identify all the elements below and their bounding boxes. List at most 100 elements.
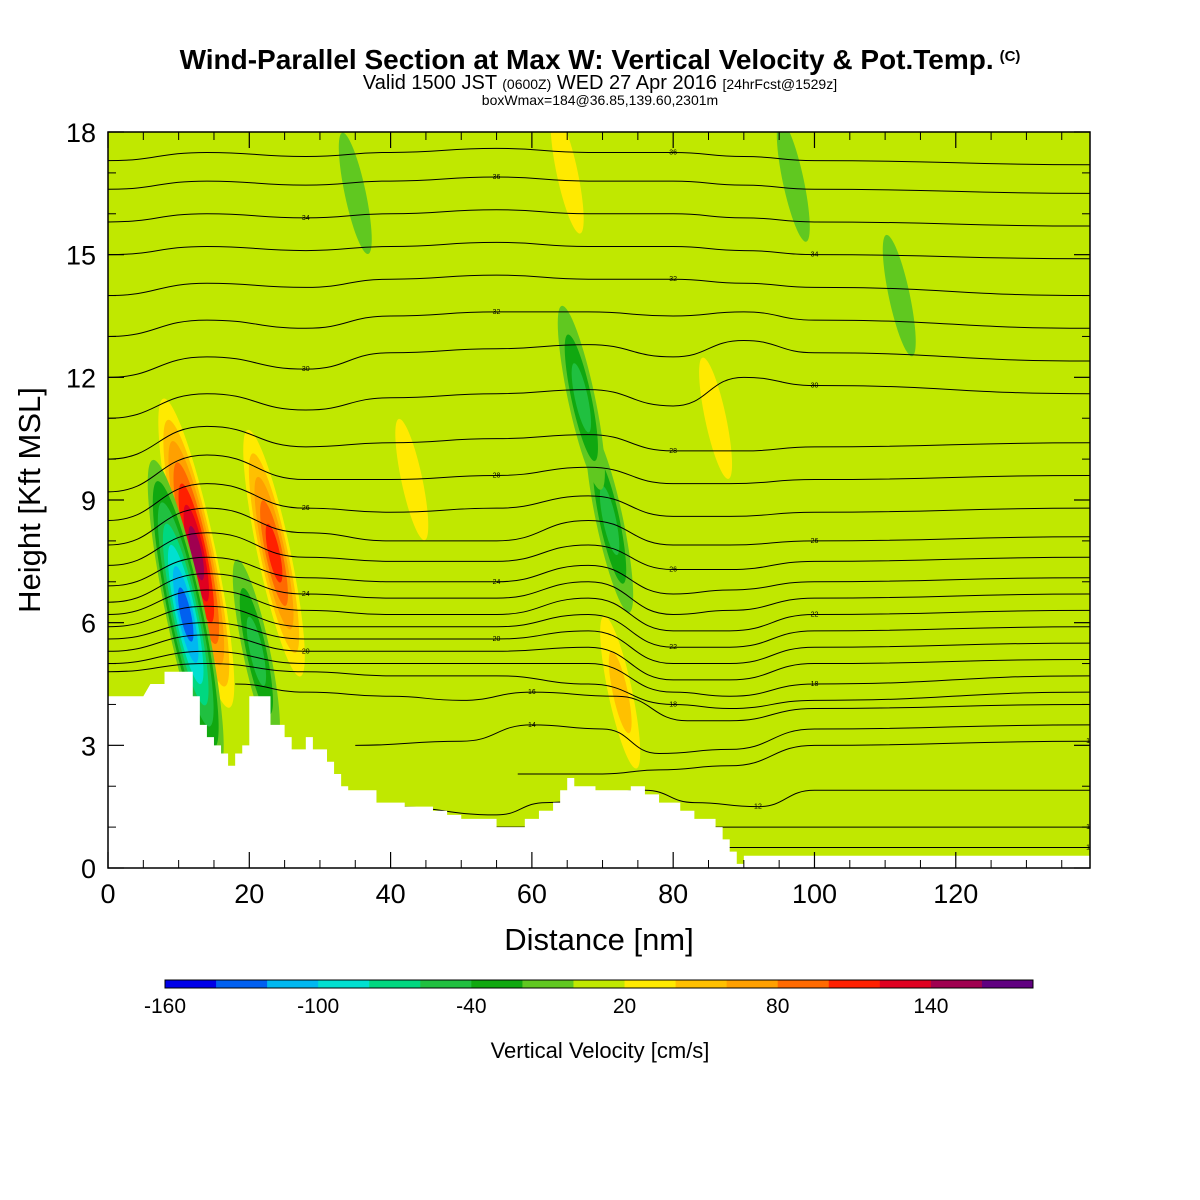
x-tick-label: 0: [100, 879, 115, 909]
chart-title: Wind-Parallel Section at Max W: Vertical…: [0, 44, 1200, 76]
x-tick-label: 80: [658, 879, 688, 909]
velocity-feature: [776, 132, 810, 242]
x-tick-label: 20: [234, 879, 264, 909]
box-info: boxWmax=184@36.85,139.60,2301m: [481, 92, 719, 108]
theta-contour: [108, 573, 1090, 615]
colorbar-tick-label: -40: [456, 995, 486, 1018]
colorbar-swatch: [777, 980, 830, 988]
theta-contour: [108, 147, 1090, 166]
colorbar-swatch: [726, 980, 779, 988]
colorbar-frame: [164, 979, 1034, 989]
valid-prefix: Valid 1500 JST: [362, 72, 497, 94]
theta-contour: [108, 340, 1090, 378]
theta-contour: [108, 241, 1090, 260]
contour-label: 26: [669, 567, 677, 574]
theta-contours: 1012121414161818202022222424262626282830…: [108, 147, 1094, 852]
colorbar-swatch: [522, 980, 574, 988]
colorbar-tick-label: 140: [913, 995, 948, 1018]
colorbar-swatch: [624, 980, 677, 988]
velocity-band: [599, 485, 620, 556]
velocity-band: [608, 651, 632, 734]
colorbar-swatch: [828, 980, 881, 988]
colorbar-tick-label: 80: [766, 995, 789, 1018]
velocity-feature: [550, 132, 584, 234]
colorbar-swatch: [216, 980, 268, 988]
colorbar: -160 -100 -40 20 80 140: [144, 979, 1034, 1018]
y-tick-label: 3: [81, 731, 96, 761]
theta-contour: [108, 425, 1090, 460]
contour-label: 14: [1086, 738, 1094, 745]
contour-label: 22: [811, 611, 819, 618]
theta-contour: [108, 663, 1090, 710]
contour-label: 34: [302, 215, 310, 222]
contour-label: 18: [669, 701, 677, 708]
theta-contour: [108, 454, 1090, 493]
contour-label: 24: [302, 591, 310, 598]
contour-label: 20: [493, 636, 501, 643]
theta-contour: [108, 483, 1090, 521]
velocity-feature: [600, 615, 641, 769]
x-tick-label: 100: [792, 879, 837, 909]
colorbar-swatch: [930, 980, 983, 988]
velocity-feature: [882, 234, 916, 357]
velocity-band: [177, 587, 194, 642]
theta-contour: [108, 274, 1090, 297]
theta-contour: [108, 176, 1090, 194]
colorbar-swatch: [267, 980, 319, 988]
velocity-feature: [699, 357, 733, 479]
theta-contour: [108, 605, 1090, 648]
y-tick-label: 12: [66, 363, 96, 393]
contour-label: 16: [528, 689, 536, 696]
x-tick-label: 40: [376, 879, 406, 909]
velocity-feature: [147, 459, 224, 770]
theta-contour: [108, 532, 1090, 571]
valid-utc: (0600Z): [502, 76, 552, 92]
contour-label: 36: [493, 174, 501, 181]
colorbar-swatch: [165, 980, 217, 988]
x-tick-label: 60: [517, 879, 547, 909]
y-tick-label: 15: [66, 241, 96, 271]
valid-date: WED 27 Apr 2016: [556, 72, 717, 94]
colorbar-swatch: [318, 980, 370, 988]
contour-label: 30: [811, 383, 819, 390]
contour-label: 32: [669, 276, 677, 283]
y-tick-label: 0: [81, 854, 96, 884]
velocity-feature: [338, 132, 372, 255]
contour-label: 30: [302, 366, 310, 373]
theta-contour: [108, 507, 1090, 546]
y-axis-label: Height [Kft MSL]: [12, 387, 47, 613]
y-tick-label: 18: [66, 118, 96, 148]
theta-contour: [108, 622, 1090, 665]
contour-label: 32: [493, 309, 501, 316]
colorbar-swatch: [573, 980, 626, 988]
chart-title-text: Wind-Parallel Section at Max W: Vertical…: [179, 44, 994, 75]
contour-label: 34: [811, 252, 819, 259]
colorbar-swatch: [471, 980, 523, 988]
theta-contour: [235, 683, 1090, 722]
contour-label: 10: [1086, 845, 1094, 852]
theta-contour: [108, 376, 1090, 419]
x-tick-label: 120: [933, 879, 978, 909]
colorbar-swatch: [879, 980, 932, 988]
theta-contour: [108, 556, 1090, 595]
colorbar-swatch: [981, 980, 1034, 988]
velocity-band: [338, 132, 372, 255]
colorbar-swatch: [420, 980, 472, 988]
colorbar-tick-label: -100: [297, 995, 339, 1018]
velocity-band: [550, 132, 584, 234]
velocity-band: [188, 526, 205, 581]
terrain: [108, 671, 1090, 868]
velocity-feature: [557, 305, 605, 490]
y-tick-label: 6: [81, 609, 96, 639]
theta-contour: [517, 740, 1090, 775]
contour-label: 18: [811, 681, 819, 688]
colorbar-swatch: [369, 980, 421, 988]
colorbar-tick-label: -160: [144, 995, 186, 1018]
velocity-band: [571, 363, 592, 433]
contour-label: 24: [493, 579, 501, 586]
colorbar-swatch: [675, 980, 728, 988]
velocity-feature: [158, 398, 235, 708]
terrain-mask: [108, 671, 1090, 868]
